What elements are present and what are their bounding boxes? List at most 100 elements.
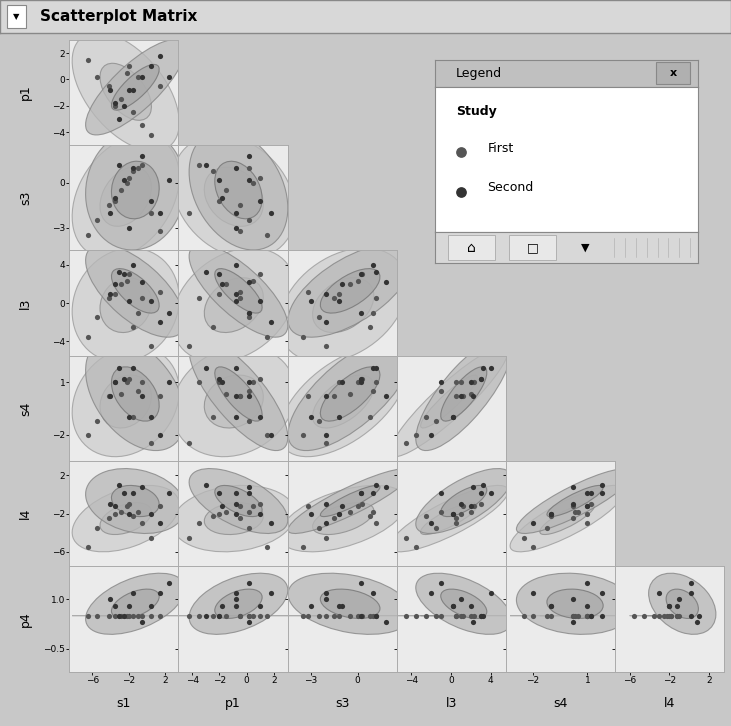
- Ellipse shape: [86, 245, 185, 337]
- Point: [542, 522, 553, 534]
- Point: [145, 207, 157, 219]
- Point: [91, 415, 102, 426]
- Point: [567, 593, 579, 605]
- Point: [455, 186, 467, 197]
- Point: [109, 610, 121, 621]
- Point: [127, 259, 139, 271]
- Point: [321, 531, 333, 543]
- Ellipse shape: [420, 375, 477, 428]
- Text: s4: s4: [553, 697, 567, 710]
- Ellipse shape: [288, 245, 412, 337]
- Point: [243, 610, 255, 621]
- Point: [207, 510, 219, 521]
- Point: [123, 610, 135, 621]
- Point: [436, 577, 447, 589]
- Point: [243, 522, 255, 534]
- Point: [586, 486, 597, 498]
- Ellipse shape: [189, 245, 288, 337]
- Point: [127, 510, 139, 521]
- Point: [455, 610, 467, 621]
- Ellipse shape: [173, 135, 295, 258]
- Ellipse shape: [100, 167, 151, 227]
- Point: [663, 610, 675, 621]
- Ellipse shape: [320, 269, 380, 313]
- Point: [302, 286, 314, 298]
- Point: [216, 278, 228, 290]
- Point: [450, 518, 462, 529]
- Point: [450, 610, 462, 621]
- Point: [113, 362, 125, 374]
- Point: [371, 518, 382, 529]
- Point: [582, 500, 594, 512]
- Point: [671, 600, 683, 611]
- Point: [115, 184, 127, 196]
- Point: [321, 610, 333, 621]
- Point: [109, 100, 121, 112]
- Point: [127, 107, 139, 118]
- Point: [321, 593, 333, 605]
- Point: [123, 222, 135, 234]
- Point: [596, 486, 607, 498]
- Point: [582, 610, 594, 621]
- Ellipse shape: [86, 574, 185, 635]
- Point: [207, 321, 219, 333]
- Ellipse shape: [111, 486, 159, 517]
- Point: [582, 500, 594, 512]
- Point: [673, 593, 685, 605]
- Text: s3: s3: [335, 697, 349, 710]
- Point: [671, 610, 683, 621]
- Point: [234, 610, 246, 621]
- Text: ⌂: ⌂: [467, 240, 476, 255]
- Point: [455, 376, 467, 388]
- Point: [254, 372, 266, 384]
- Ellipse shape: [72, 135, 179, 258]
- Point: [254, 610, 266, 621]
- Point: [109, 500, 121, 512]
- Point: [234, 200, 246, 211]
- Point: [265, 429, 277, 441]
- Ellipse shape: [288, 468, 412, 534]
- Point: [447, 600, 459, 611]
- Point: [109, 600, 121, 611]
- Ellipse shape: [313, 502, 374, 534]
- Point: [431, 415, 442, 426]
- Point: [465, 600, 477, 611]
- Point: [91, 215, 102, 227]
- Point: [154, 80, 166, 91]
- Point: [109, 376, 121, 388]
- Ellipse shape: [189, 130, 288, 250]
- Point: [121, 67, 132, 78]
- Point: [352, 376, 363, 388]
- Point: [336, 376, 348, 388]
- Point: [136, 159, 148, 171]
- Point: [467, 616, 479, 628]
- Point: [364, 412, 376, 423]
- Text: x: x: [670, 68, 677, 78]
- Point: [230, 498, 241, 510]
- Point: [401, 531, 412, 543]
- Text: p4: p4: [19, 611, 32, 627]
- Point: [193, 518, 205, 529]
- Point: [639, 610, 651, 621]
- Point: [450, 513, 462, 524]
- Point: [582, 600, 594, 611]
- Point: [154, 391, 166, 402]
- Point: [113, 266, 125, 278]
- Point: [132, 307, 143, 319]
- Point: [230, 287, 241, 299]
- Point: [380, 391, 392, 402]
- Text: p1: p1: [19, 85, 32, 100]
- Point: [213, 610, 225, 621]
- Point: [364, 510, 376, 521]
- Point: [364, 610, 376, 621]
- Point: [411, 429, 423, 441]
- Point: [243, 616, 255, 628]
- Point: [436, 385, 447, 396]
- Point: [364, 321, 376, 333]
- Point: [154, 286, 166, 298]
- Point: [475, 610, 487, 621]
- Point: [145, 340, 157, 352]
- Point: [220, 506, 232, 518]
- Point: [230, 587, 241, 598]
- Point: [230, 600, 241, 611]
